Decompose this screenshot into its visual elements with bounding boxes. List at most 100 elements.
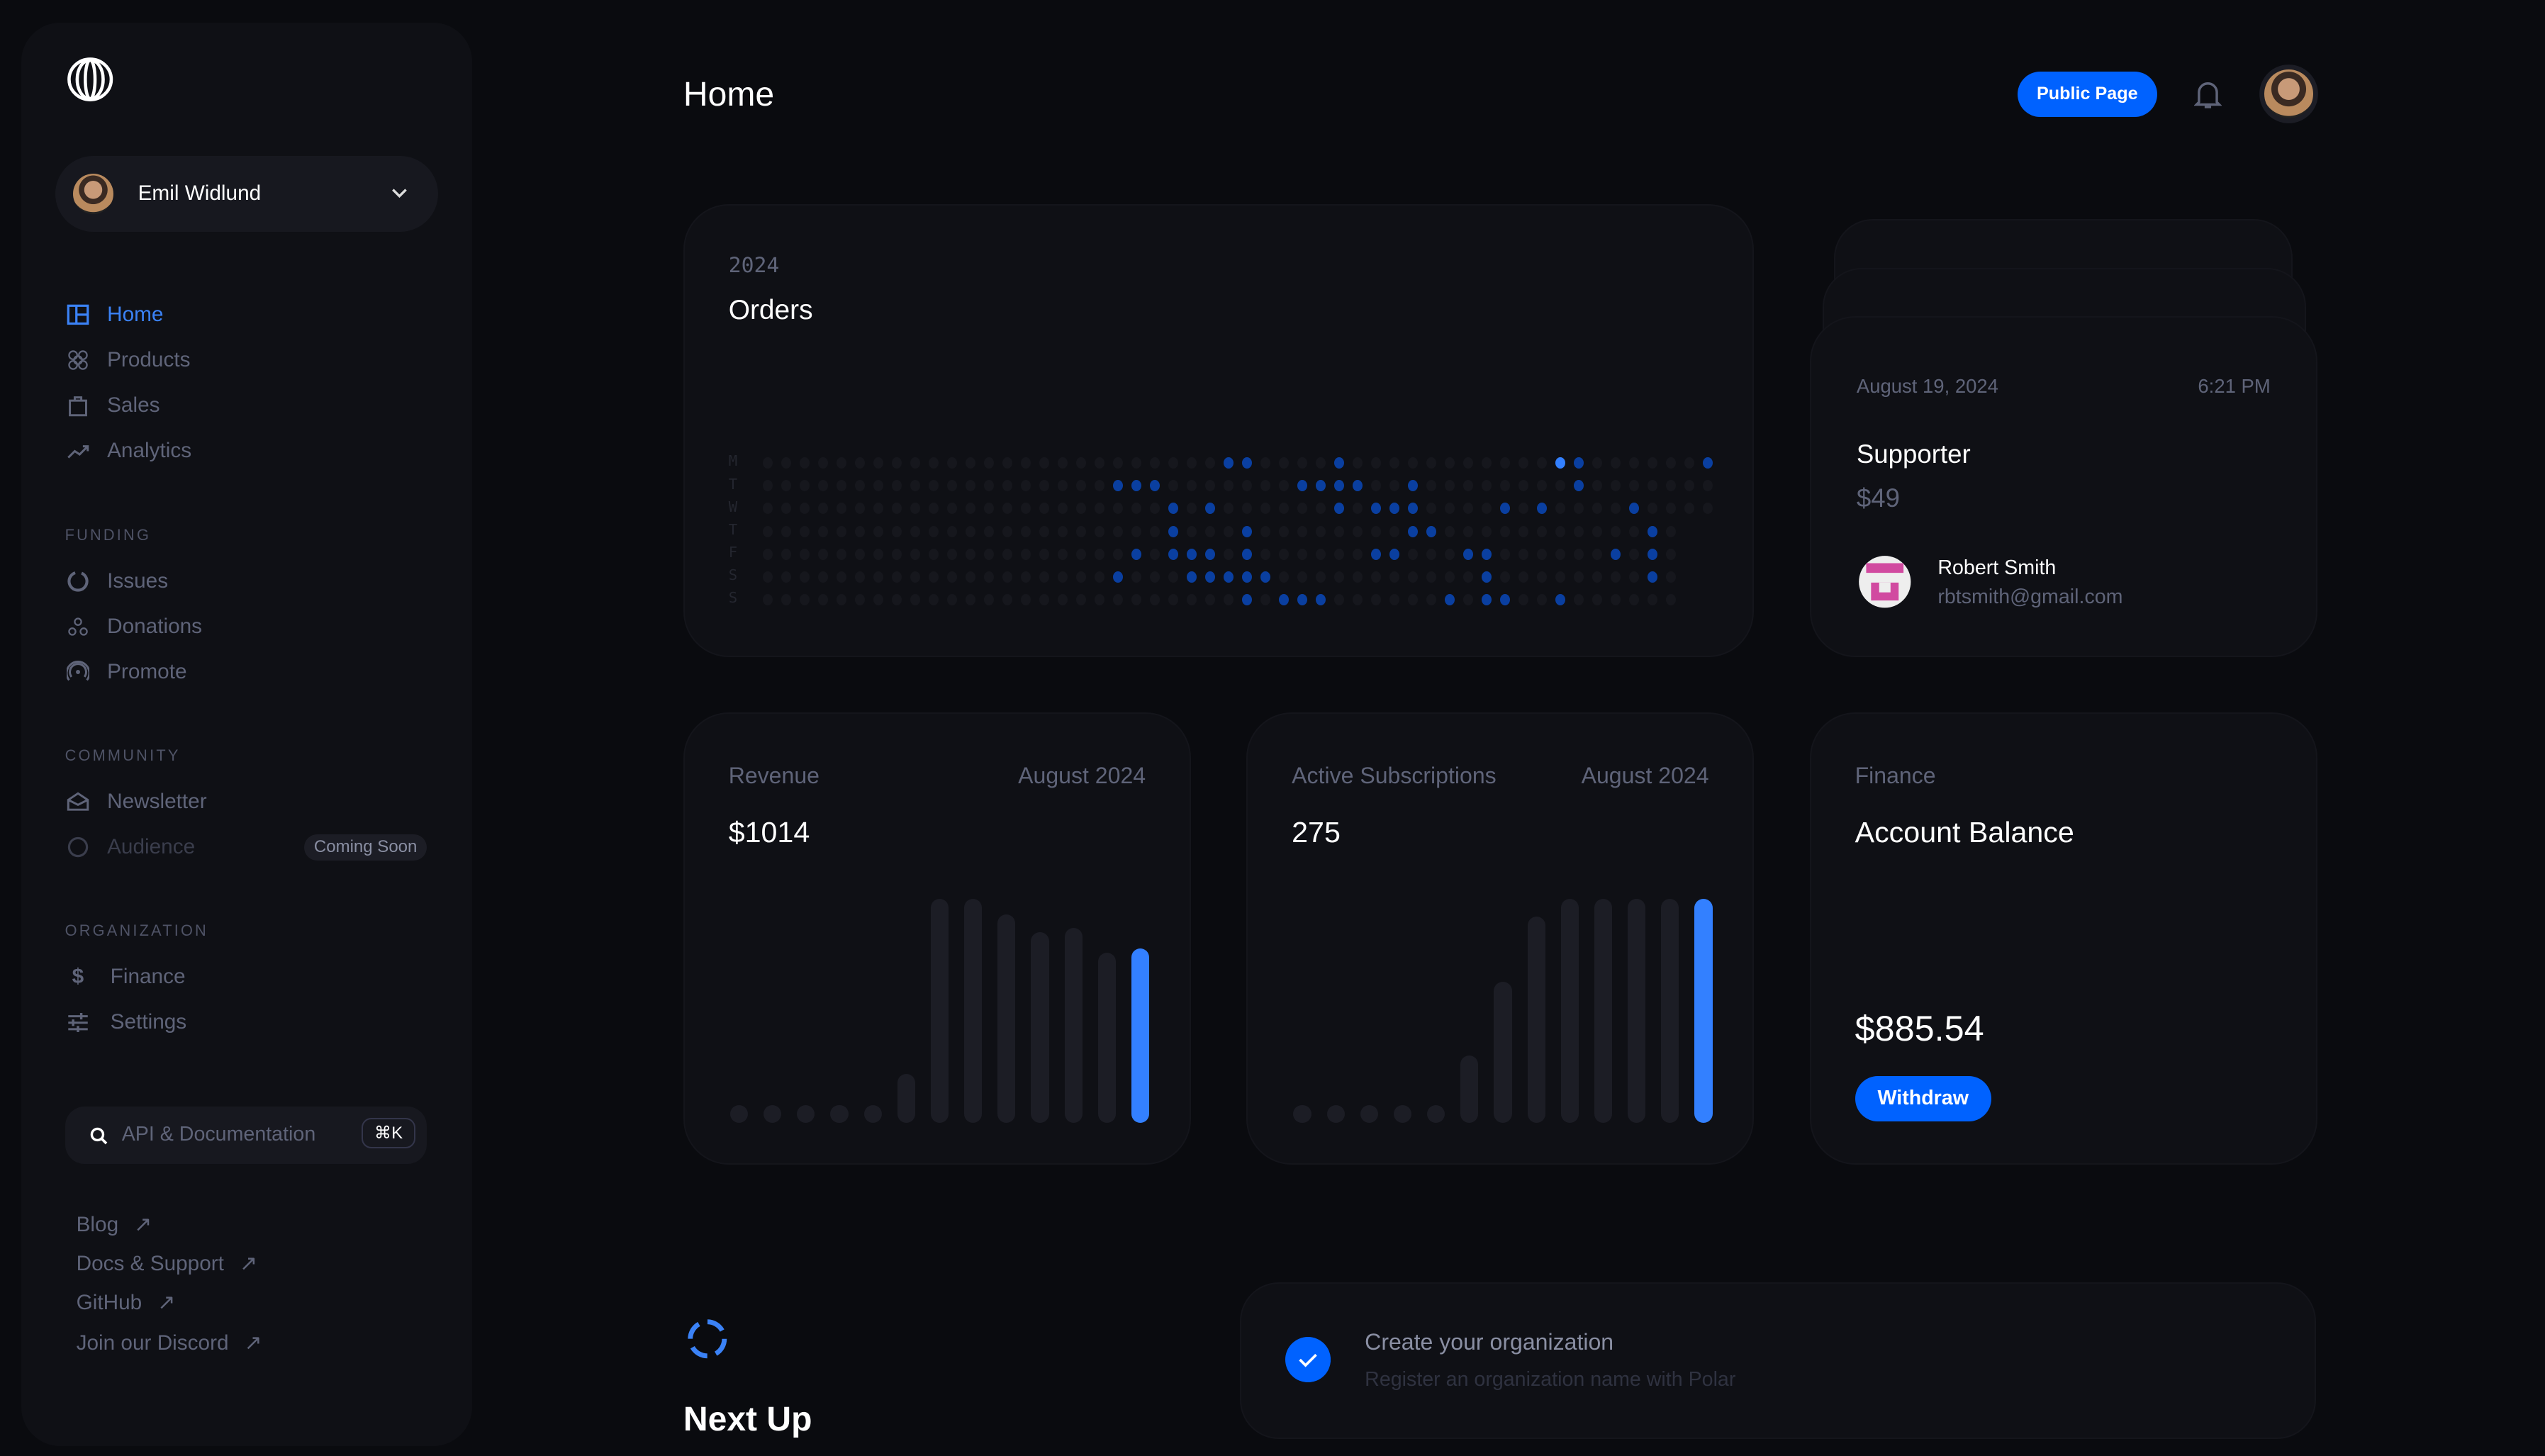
bar xyxy=(797,1104,815,1124)
sidebar-item-products[interactable]: Products xyxy=(65,347,191,374)
order-day-dot-active xyxy=(1334,503,1344,515)
order-day-dot xyxy=(1057,480,1068,492)
external-link-icon: ↗ xyxy=(134,1213,152,1237)
order-day-dot xyxy=(1020,480,1031,492)
link-blog[interactable]: Blog ↗ xyxy=(77,1212,152,1237)
order-day-dot xyxy=(1482,525,1492,537)
order-day-dot xyxy=(1703,503,1713,515)
orders-title: Orders xyxy=(728,295,813,326)
bell-icon[interactable] xyxy=(2194,79,2222,111)
order-day-dot xyxy=(1648,457,1657,469)
order-day-dot xyxy=(1629,457,1639,469)
order-day-dot xyxy=(1426,457,1436,469)
user-avatar[interactable] xyxy=(2264,69,2313,119)
order-day-dot xyxy=(1112,525,1123,537)
public-page-button[interactable]: Public Page xyxy=(2017,71,2157,117)
bar xyxy=(1560,899,1579,1124)
order-day-dot xyxy=(891,571,902,583)
order-day-dot xyxy=(910,571,920,583)
sidebar-item-settings[interactable]: Settings xyxy=(65,1009,186,1036)
order-day-dot xyxy=(1094,548,1104,560)
order-day-dot-active xyxy=(1371,548,1381,560)
order-day-dot xyxy=(1371,480,1381,492)
order-day-dot xyxy=(1131,503,1141,515)
balance-value: $885.54 xyxy=(1855,1008,1984,1049)
order-day-dot xyxy=(1518,525,1528,537)
tier-price: $49 xyxy=(1856,483,1900,513)
order-day-dot xyxy=(1482,457,1492,469)
docs-search[interactable]: API & Documentation ⌘K xyxy=(65,1107,427,1164)
order-day-dot xyxy=(1482,480,1492,492)
order-day-dot xyxy=(1094,457,1104,469)
bar xyxy=(964,899,983,1124)
order-day-dot xyxy=(1223,480,1234,492)
order-day-dot xyxy=(1408,593,1418,605)
order-day-dot-active xyxy=(1408,480,1418,492)
sidebar-item-donations[interactable]: Donations xyxy=(65,613,202,639)
sidebar-item-home[interactable]: Home xyxy=(65,302,163,328)
sidebar-item-audience: Audience Coming Soon xyxy=(65,834,427,861)
order-day-dot xyxy=(799,457,810,469)
order-day-dot xyxy=(1408,571,1418,583)
order-day-dot xyxy=(1279,525,1289,537)
order-day-dot xyxy=(1149,548,1160,560)
order-day-dot-active xyxy=(1186,571,1197,583)
order-day-dot-active xyxy=(1334,480,1344,492)
order-day-dot xyxy=(1666,525,1676,537)
link-docs[interactable]: Docs & Support ↗ xyxy=(77,1251,257,1276)
order-day-dot xyxy=(1020,548,1031,560)
order-day-dot-active xyxy=(1131,548,1141,560)
order-day-dot xyxy=(1445,480,1455,492)
order-day-dot xyxy=(1223,503,1234,515)
shortcut-badge: ⌘K xyxy=(362,1118,416,1148)
page-title: Home xyxy=(683,75,775,114)
order-day-dot xyxy=(1389,457,1399,469)
sidebar-item-newsletter[interactable]: Newsletter xyxy=(65,789,207,815)
order-day-dot xyxy=(1186,525,1197,537)
sidebar-item-promote[interactable]: Promote xyxy=(65,659,187,685)
link-discord[interactable]: Join our Discord ↗ xyxy=(77,1331,262,1355)
withdraw-button[interactable]: Withdraw xyxy=(1855,1075,1991,1121)
account-switcher[interactable]: Emil Widlund xyxy=(55,155,439,233)
order-day-dot xyxy=(873,593,883,605)
order-day-dot-active xyxy=(1279,593,1289,605)
order-day-dot-active xyxy=(1574,480,1584,492)
order-day-dot xyxy=(1574,525,1584,537)
order-day-dot xyxy=(817,503,828,515)
account-balance-title: Account Balance xyxy=(1855,816,2074,849)
sidebar-item-finance[interactable]: $ Finance xyxy=(65,964,186,990)
order-day-dot xyxy=(1039,593,1049,605)
order-day-dot-active xyxy=(1168,548,1178,560)
polar-logo-icon[interactable] xyxy=(67,57,113,102)
task-card[interactable]: Create your organization Register an org… xyxy=(1240,1282,2316,1440)
order-day-dot xyxy=(1168,571,1178,583)
order-day-dot xyxy=(1204,480,1215,492)
order-day-dot xyxy=(1389,525,1399,537)
customer-avatar xyxy=(1859,555,1911,608)
check-circle-icon xyxy=(1285,1337,1331,1383)
sidebar-item-sales[interactable]: Sales xyxy=(65,393,160,419)
order-day-dot xyxy=(983,480,994,492)
link-github[interactable]: GitHub ↗ xyxy=(77,1290,176,1315)
order-day-dot xyxy=(817,457,828,469)
supporter-card[interactable]: August 19, 2024 6:21 PM Supporter $49 Ro… xyxy=(1809,316,2317,657)
order-day-dot xyxy=(1445,457,1455,469)
order-day-dot xyxy=(965,571,975,583)
link-label: Docs & Support xyxy=(76,1252,224,1276)
order-day-dot xyxy=(1131,525,1141,537)
order-day-dot xyxy=(1168,480,1178,492)
order-day-dot xyxy=(891,525,902,537)
order-day-dot xyxy=(1094,571,1104,583)
order-day-dot xyxy=(1353,548,1363,560)
order-day-dot xyxy=(1555,525,1565,537)
nav-label: Products xyxy=(107,348,191,372)
order-day-dot xyxy=(1260,548,1270,560)
order-day-dot-active xyxy=(1149,480,1160,492)
order-day-dot xyxy=(1260,480,1270,492)
sidebar-item-analytics[interactable]: Analytics xyxy=(65,438,191,464)
order-day-dot xyxy=(1316,571,1326,583)
order-day-dot xyxy=(873,503,883,515)
orders-year: 2024 xyxy=(728,252,780,278)
order-day-dot xyxy=(946,480,957,492)
sidebar-item-issues[interactable]: Issues xyxy=(65,568,168,594)
